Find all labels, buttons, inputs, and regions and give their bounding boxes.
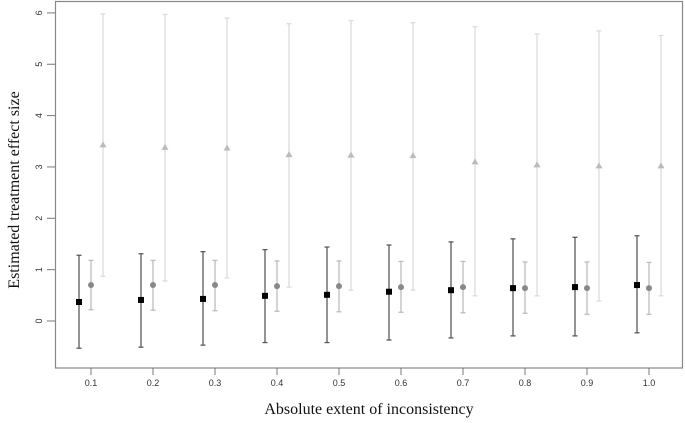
- square-marker: [386, 288, 392, 295]
- circle-marker: [522, 285, 528, 292]
- x-tick-label: 0.2: [147, 378, 160, 388]
- circle-marker: [584, 285, 590, 292]
- y-tick-label: 6: [34, 10, 44, 15]
- x-tick-label: 0.3: [209, 378, 222, 388]
- series-2: [88, 259, 652, 315]
- triangle-marker: [347, 151, 355, 158]
- triangle-marker: [161, 143, 169, 150]
- x-axis-title: Absolute extent of inconsistency: [264, 401, 473, 418]
- circle-marker: [398, 284, 404, 291]
- y-tick-label: 0: [34, 318, 44, 323]
- circle-marker: [646, 285, 652, 292]
- triangle-marker: [471, 158, 479, 165]
- triangle-marker: [99, 141, 107, 148]
- series-layer: [76, 13, 665, 349]
- square-marker: [76, 299, 82, 306]
- circle-marker: [336, 283, 342, 290]
- y-tick-label: 4: [34, 113, 44, 118]
- square-marker: [510, 285, 516, 292]
- series-1: [76, 235, 640, 349]
- series-3: [99, 13, 665, 302]
- x-tick-label: 0.6: [395, 378, 408, 388]
- square-marker: [324, 291, 330, 298]
- y-axis: 0 1 2 3 4 5 6: [34, 10, 55, 324]
- x-tick-label: 0.4: [271, 378, 284, 388]
- x-tick-label: 1.0: [643, 378, 656, 388]
- y-tick-label: 1: [34, 267, 44, 272]
- y-tick-label: 5: [34, 62, 44, 67]
- circle-marker: [150, 282, 156, 289]
- y-tick-label: 3: [34, 164, 44, 169]
- x-tick-label: 0.9: [581, 378, 594, 388]
- triangle-marker: [595, 162, 603, 169]
- square-marker: [448, 287, 454, 294]
- x-tick-label: 0.5: [333, 378, 346, 388]
- square-marker: [634, 282, 640, 289]
- x-tick-label: 0.8: [519, 378, 532, 388]
- y-tick-label: 2: [34, 216, 44, 221]
- y-axis-title: Estimated treatment effect size: [6, 91, 23, 288]
- triangle-marker: [285, 151, 293, 158]
- triangle-marker: [533, 161, 541, 168]
- triangle-marker: [223, 144, 231, 151]
- x-tick-label: 0.1: [85, 378, 98, 388]
- square-marker: [262, 292, 268, 299]
- x-tick-label: 0.7: [457, 378, 470, 388]
- circle-marker: [460, 284, 466, 291]
- triangle-marker: [409, 152, 417, 159]
- circle-marker: [274, 283, 280, 290]
- circle-marker: [88, 282, 94, 289]
- circle-marker: [212, 282, 218, 289]
- triangle-marker: [657, 162, 665, 169]
- square-marker: [200, 295, 206, 302]
- square-marker: [138, 296, 144, 303]
- plot-frame: [54, 0, 684, 369]
- x-axis: 0.1 0.2 0.3 0.4 0.5 0.6 0.7 0.8 0.9 1.0: [85, 368, 656, 388]
- square-marker: [572, 284, 578, 291]
